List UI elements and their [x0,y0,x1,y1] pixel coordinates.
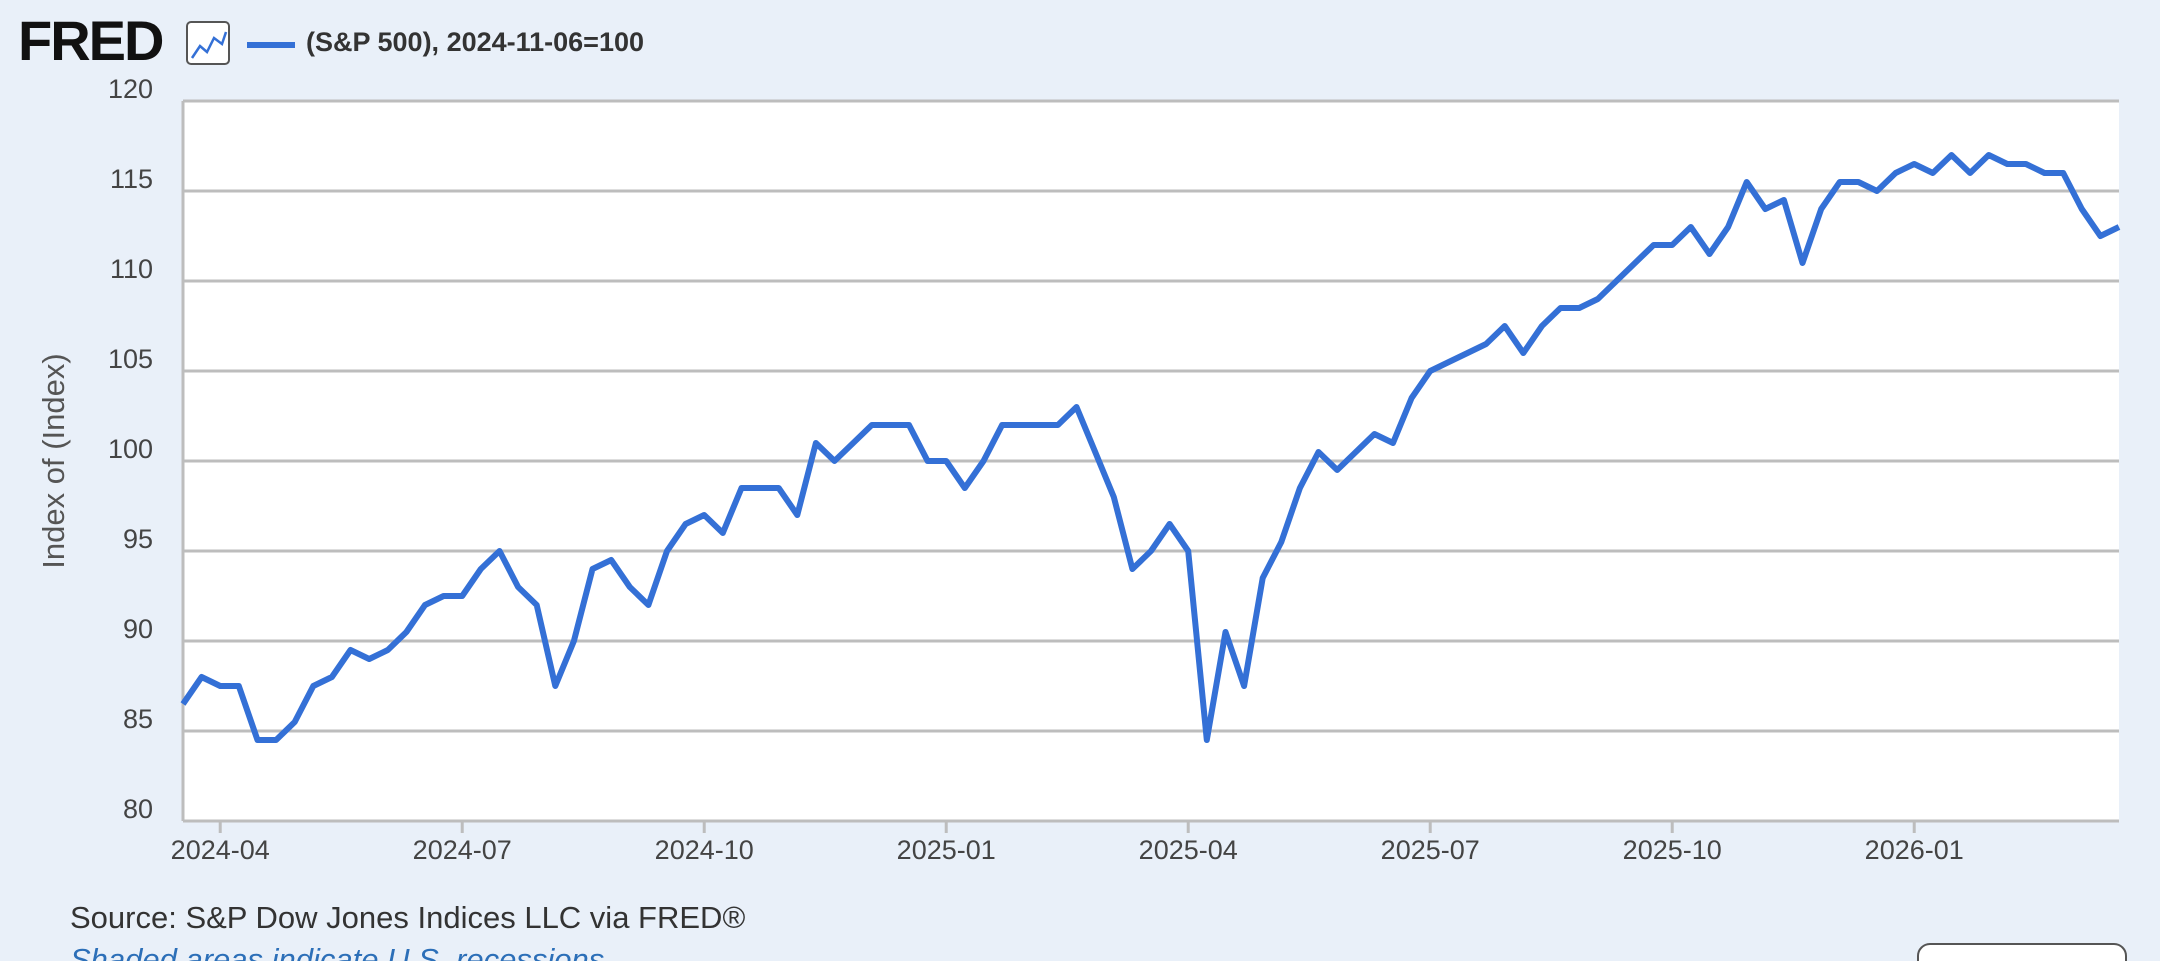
x-tick-label: 2024-10 [655,835,754,865]
x-tick-label: 2025-10 [1623,835,1722,865]
chart-icon [186,21,230,65]
note: Shaded areas indicate U.S. recessions [70,942,604,961]
source: Source: S&P Dow Jones Indices LLC via FR… [70,900,745,935]
y-tick-label: 90 [123,614,153,644]
x-tick-label: 2024-04 [171,835,270,865]
x-tick-label: 2025-04 [1139,835,1238,865]
y-tick-label: 85 [123,704,153,734]
y-tick-label: 105 [108,344,153,374]
x-tick-label: 2025-01 [897,835,996,865]
y-tick-label: 100 [108,434,153,464]
series-line [180,152,2121,743]
x-tick-label: 2024-07 [413,835,512,865]
legend-label: (S&P 500), 2024-11-06=100 [306,27,644,57]
y-axis-label: Index of (Index) [36,353,71,568]
logo: FRED [18,9,163,72]
y-tick-label: 115 [110,164,153,194]
y-tick-label: 95 [123,524,153,554]
x-tick-label: 2026-01 [1865,835,1964,865]
y-tick-label: 80 [123,794,153,824]
x-tick-label: 2025-07 [1381,835,1480,865]
button[interactable] [1917,943,2127,961]
y-tick-label: 120 [108,74,153,104]
y-tick-label: 110 [110,254,153,284]
